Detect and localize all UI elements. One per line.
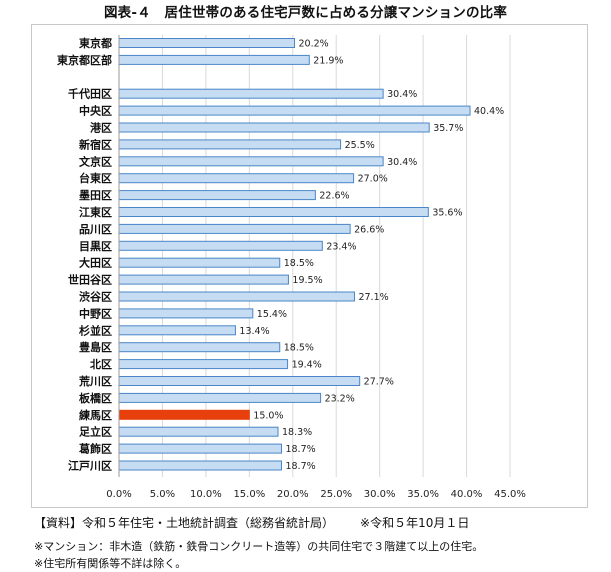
- bar: [118, 173, 355, 184]
- value-label: 18.5%: [284, 258, 314, 269]
- x-tick-label: 20.0%: [277, 489, 309, 500]
- source-text: 【資料】令和５年住宅・土地統計調査（総務省統計局）: [34, 516, 335, 530]
- x-tick-label: 35.0%: [407, 489, 439, 500]
- x-tick-label: 0.0%: [106, 489, 131, 500]
- category-label: 杉並区: [79, 323, 112, 337]
- bar: [118, 376, 361, 386]
- x-tick-label: 15.0%: [233, 489, 265, 500]
- bar: [118, 156, 384, 167]
- date-note: ※令和５年10月１日: [360, 516, 470, 530]
- category-label: 板橋区: [79, 391, 112, 405]
- value-label: 15.4%: [257, 309, 287, 320]
- category-label: 豊島区: [79, 340, 112, 354]
- bar: [118, 223, 351, 234]
- chart-frame: [31, 24, 588, 508]
- category-label: 東京都: [79, 36, 112, 50]
- source-note: 【資料】令和５年住宅・土地統計調査（総務省統計局） ※令和５年10月１日: [34, 514, 469, 531]
- category-label: 中野区: [79, 306, 112, 320]
- bar: [118, 342, 281, 353]
- value-label: 27.1%: [358, 292, 388, 303]
- category-label: 中央区: [79, 104, 112, 118]
- bar: [118, 392, 322, 403]
- category-label: 墨田区: [79, 189, 112, 202]
- x-tick-label: 30.0%: [364, 489, 396, 500]
- value-label: 18.5%: [284, 343, 314, 354]
- category-label: 目黒区: [79, 240, 112, 253]
- bar: [118, 257, 281, 268]
- bar: [118, 359, 289, 370]
- category-label: 台東区: [79, 171, 112, 185]
- bar: [118, 274, 289, 285]
- bar: [118, 240, 323, 251]
- value-label: 26.6%: [354, 224, 384, 235]
- value-label: 30.4%: [387, 157, 417, 168]
- value-label: 20.2%: [299, 39, 329, 50]
- value-label: 18.7%: [285, 461, 315, 472]
- value-label: 13.4%: [239, 326, 269, 337]
- category-label: 世田谷区: [68, 273, 112, 287]
- bar: [118, 88, 384, 99]
- bar: [118, 460, 282, 471]
- bar: [118, 308, 254, 319]
- category-label: 荒川区: [78, 374, 112, 388]
- bar: [118, 325, 236, 336]
- category-label: 港区: [90, 121, 112, 135]
- x-tick-label: 10.0%: [190, 489, 222, 500]
- x-tick-label: 40.0%: [451, 489, 483, 500]
- category-label: 北区: [90, 357, 112, 371]
- value-label: 18.7%: [285, 444, 315, 455]
- category-label: 新宿区: [79, 137, 112, 151]
- category-label: 大田区: [79, 256, 112, 270]
- category-label: 千代田区: [68, 87, 112, 101]
- bar: [118, 139, 342, 150]
- bar: [118, 105, 471, 116]
- chart-title: 図表-４ 居住世帯のある住宅戸数に占める分譲マンションの比率: [103, 5, 508, 21]
- value-label: 27.7%: [364, 377, 394, 388]
- x-tick-label: 25.0%: [320, 489, 352, 500]
- value-label: 21.9%: [313, 55, 343, 66]
- value-label: 15.0%: [253, 410, 283, 421]
- category-label: 足立区: [79, 425, 112, 439]
- category-label: 練馬区: [79, 408, 112, 422]
- exclusion-note: ※住宅所有関係等不詳は除く。: [34, 557, 187, 570]
- bar: [118, 426, 279, 437]
- bar: [118, 443, 282, 454]
- definition-note: ※マンション：非木造（鉄筋・鉄骨コンクリート造等）の共同住宅で３階建て以上の住宅…: [34, 540, 484, 553]
- value-label: 40.4%: [474, 106, 504, 117]
- bar: [118, 291, 355, 302]
- x-tick-label: 45.0%: [494, 489, 526, 500]
- value-label: 25.5%: [345, 140, 375, 151]
- value-label: 35.6%: [432, 208, 462, 219]
- bar: [118, 38, 296, 48]
- bar: [118, 122, 430, 133]
- value-label: 23.4%: [326, 241, 356, 252]
- bar: [118, 409, 250, 420]
- value-label: 18.3%: [282, 427, 312, 438]
- category-label: 文京区: [79, 154, 112, 168]
- category-label: 江戸川区: [68, 459, 112, 473]
- value-label: 23.2%: [325, 393, 355, 404]
- bar: [118, 207, 429, 217]
- bar: [118, 54, 310, 65]
- value-label: 19.5%: [292, 275, 322, 286]
- x-tick-label: 5.0%: [150, 489, 175, 500]
- category-label: 江東区: [79, 205, 112, 219]
- value-label: 35.7%: [433, 123, 463, 134]
- value-label: 22.6%: [319, 191, 349, 202]
- value-label: 30.4%: [387, 89, 417, 100]
- category-label: 渋谷区: [79, 290, 112, 304]
- bar-chart: 0.0% 5.0% 10.0% 15.0% 20.0% 25.0% 30.0% 35.0% 40…: [57, 35, 526, 500]
- value-label: 19.4%: [292, 360, 322, 371]
- bar: [118, 190, 316, 201]
- category-label: 葛飾区: [78, 442, 112, 456]
- category-label: 品川区: [79, 223, 112, 236]
- value-label: 27.0%: [358, 174, 388, 185]
- category-label: 東京都区部: [57, 53, 112, 67]
